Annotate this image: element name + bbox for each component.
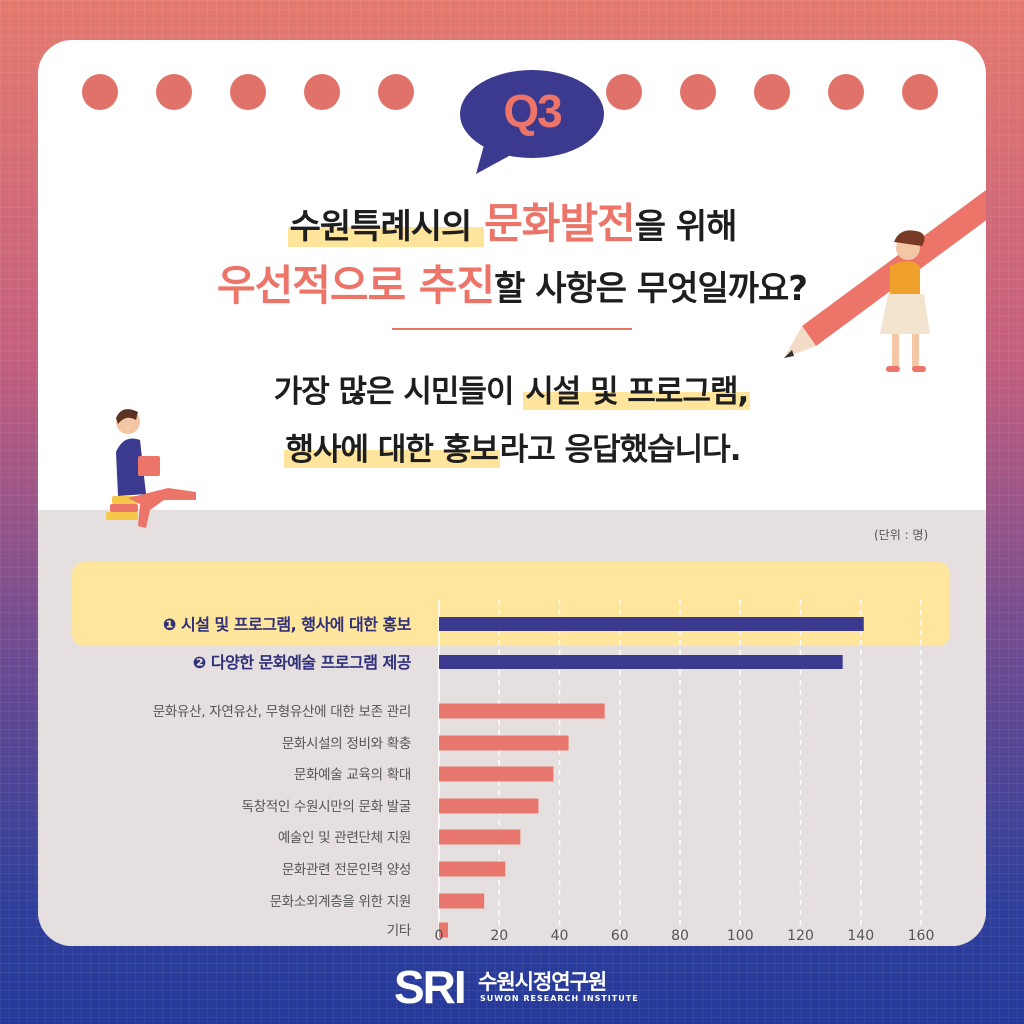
logo-subtitle: SUWON RESEARCH INSTITUTE	[480, 994, 639, 1003]
question-line-1: 수원특례시의 문화발전을 위해	[38, 190, 986, 251]
binder-hole	[680, 74, 716, 110]
answer-line2-post: 라고 응답했습니다.	[499, 432, 742, 468]
binder-hole	[156, 74, 192, 110]
category-label: 문화유산, 자연유산, 무형유산에 대한 보존 관리	[153, 704, 411, 720]
question-line1-highlight: 문화발전	[484, 199, 636, 248]
binder-hole	[230, 74, 266, 110]
question-line1-post: 을 위해	[634, 207, 738, 247]
logo-name: 수원시정연구원	[478, 970, 607, 994]
category-label: 예술인 및 관련단체 지원	[278, 830, 411, 846]
x-tick-label: 160	[908, 928, 935, 944]
bar	[439, 861, 506, 877]
x-tick-label: 100	[727, 928, 754, 944]
answer-line-2: 행사에 대한 홍보라고 응답했습니다.	[38, 424, 986, 469]
answer-line2-highlight: 행사에 대한 홍보	[283, 432, 500, 468]
category-label: ❷ 다양한 문화예술 프로그램 제공	[193, 653, 412, 672]
answer-line-1: 가장 많은 시민들이 시설 및 프로그램,	[38, 366, 986, 411]
category-label: 기타	[387, 923, 412, 939]
bar	[439, 655, 843, 669]
bar	[439, 766, 554, 782]
binder-hole	[606, 74, 642, 110]
category-label: 문화관련 전문인력 양성	[282, 862, 411, 878]
category-label: 문화소외계층을 위한 지원	[270, 894, 411, 910]
card: Q3 수원특례시의 문화발전을 위해 우선적으로 추진할 사항은 무엇일까요? …	[38, 40, 986, 946]
question-line-2: 우선적으로 추진할 사항은 무엇일까요?	[38, 252, 986, 313]
unit-label: (단위 : 명)	[874, 528, 929, 542]
bar	[439, 617, 864, 631]
category-label: 독창적인 수원시만의 문화 발굴	[241, 799, 411, 815]
logo-mark: SRI	[394, 961, 467, 1013]
x-tick-label: 60	[611, 928, 629, 944]
answer-line1-pre: 가장 많은 시민들이	[273, 374, 524, 410]
bar	[439, 922, 449, 938]
x-tick-label: 140	[847, 928, 874, 944]
x-tick-label: 120	[787, 928, 814, 944]
binder-hole	[902, 74, 938, 110]
question-line1-pre: 수원특례시의	[287, 207, 485, 247]
binder-hole	[304, 74, 340, 110]
person-reading-illustration	[106, 409, 196, 528]
divider	[392, 328, 632, 330]
bar	[439, 703, 605, 719]
binder-hole	[82, 74, 118, 110]
x-tick-label: 0	[435, 928, 444, 944]
category-label: ❶ 시설 및 프로그램, 행사에 대한 홍보	[163, 615, 412, 634]
category-label: 문화시설의 정비와 확충	[282, 736, 411, 752]
binder-hole	[378, 74, 414, 110]
category-label: 문화예술 교육의 확대	[294, 767, 411, 783]
binder-hole	[754, 74, 790, 110]
bar	[439, 735, 569, 751]
x-tick-label: 40	[551, 928, 569, 944]
binder-hole	[828, 74, 864, 110]
person-with-pencil-illustration	[784, 190, 986, 372]
bar	[439, 893, 485, 909]
question-line2-post: 할 사항은 무엇일까요?	[494, 269, 808, 309]
bar	[439, 829, 521, 845]
x-tick-label: 80	[671, 928, 689, 944]
speech-bubble-icon	[460, 70, 604, 174]
question-badge: Q3	[503, 85, 562, 137]
bar-chart: ❶ 시설 및 프로그램, 행사에 대한 홍보 ❷ 다양한 문화예술 프로그램 제공…	[153, 600, 935, 944]
answer-line1-highlight: 시설 및 프로그램,	[523, 374, 751, 410]
top-answers-highlight	[72, 562, 950, 646]
question-line2-highlight: 우선적으로 추진	[216, 261, 495, 310]
x-tick-label: 20	[490, 928, 508, 944]
bar	[439, 798, 539, 814]
